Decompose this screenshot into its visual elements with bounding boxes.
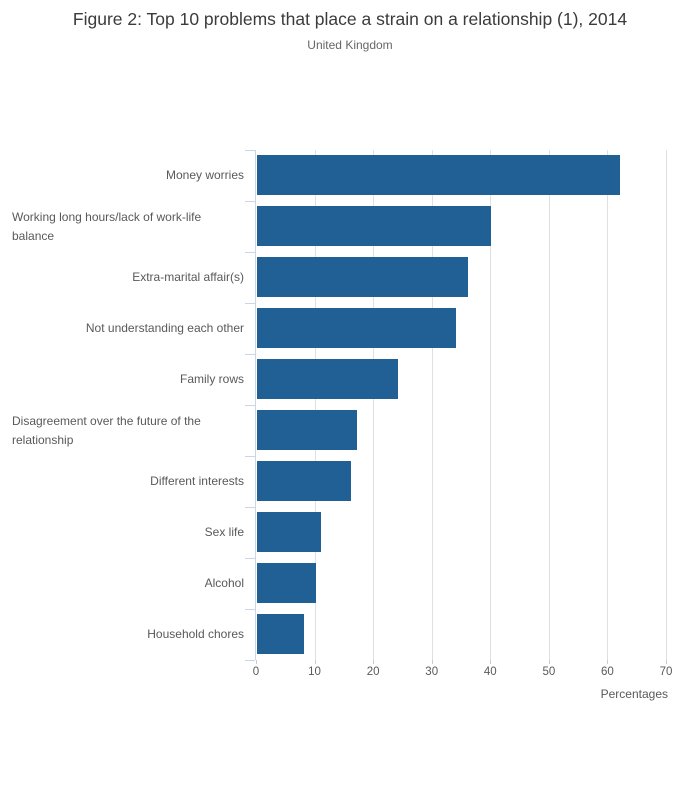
x-tick-label: 70 (659, 666, 673, 678)
gridline (314, 150, 316, 660)
bar-row: Disagreement over the future of the rela… (12, 405, 666, 456)
bar-row: Alcohol (205, 558, 666, 609)
x-axis-tick (490, 660, 492, 664)
category-label: Different interests (150, 474, 244, 489)
category-label: Extra-marital affair(s) (132, 270, 244, 285)
bar-row: Working long hours/lack of work-life bal… (12, 201, 666, 252)
x-axis-tick (666, 660, 667, 664)
chart-subtitle: United Kingdom (307, 38, 393, 52)
gridline (607, 150, 609, 660)
gridline (373, 150, 375, 660)
x-axis-title: Percentages (600, 687, 668, 701)
bar-row: Not understanding each other (86, 303, 666, 354)
x-axis-tick (548, 660, 550, 664)
category-label: Household chores (147, 627, 244, 642)
category-label: Working long hours/lack of work-life bal… (12, 209, 202, 243)
gridline (490, 150, 492, 660)
x-axis-tick (256, 660, 257, 664)
y-axis-tick (245, 303, 255, 304)
x-tick-label: 20 (366, 666, 380, 678)
y-axis-tick (245, 507, 255, 508)
x-axis-tick (607, 660, 609, 664)
bar-row: Household chores (147, 609, 666, 660)
plot-area: Percentages 0 10 20 30 40 50 60 70 Money worries… (12, 150, 672, 701)
category-label: Not understanding each other (85, 321, 244, 336)
bar-row: Money worries (166, 150, 666, 201)
x-tick-label: 10 (308, 666, 321, 678)
bar[interactable] (257, 206, 492, 246)
y-axis-tick (245, 150, 255, 151)
y-axis-tick (245, 456, 255, 457)
x-tick-label: 60 (601, 666, 614, 678)
x-tick-label: 40 (483, 666, 497, 678)
category-label: Sex life (204, 525, 244, 540)
x-axis-tick (373, 660, 375, 664)
y-axis-tick (245, 405, 255, 406)
bar-row: Family rows (180, 354, 666, 405)
bar[interactable] (257, 614, 304, 654)
y-axis-tick (245, 660, 255, 661)
gridline (548, 150, 550, 660)
bar-row: Extra-marital affair(s) (132, 252, 666, 303)
bar[interactable] (257, 308, 457, 348)
bar[interactable] (257, 563, 316, 603)
y-axis-line (255, 150, 256, 660)
x-axis-tick (431, 660, 433, 664)
chart-title: Figure 2: Top 10 problems that place a s… (72, 9, 628, 29)
x-axis-tick (314, 660, 316, 664)
bar[interactable] (257, 410, 357, 450)
y-axis-tick (245, 609, 255, 610)
gridline (431, 150, 433, 660)
y-axis-tick (245, 558, 255, 559)
y-axis-tick (245, 201, 255, 202)
bar-row: Different interests (150, 456, 666, 507)
bar[interactable] (257, 359, 398, 399)
y-axis-tick (245, 354, 255, 355)
category-label: Money worries (165, 168, 244, 183)
bar[interactable] (257, 461, 351, 501)
x-tick-label: 0 (252, 666, 260, 678)
x-tick-label: 50 (542, 666, 556, 678)
bar[interactable] (257, 512, 322, 552)
category-label: Disagreement over the future of the rela… (12, 413, 201, 447)
bar[interactable] (257, 257, 468, 297)
gridline (666, 150, 667, 660)
y-axis-tick (245, 252, 255, 253)
bar-row: Sex life (205, 507, 666, 558)
category-label: Alcohol (204, 576, 244, 591)
category-label: Family rows (179, 372, 244, 387)
bar[interactable] (257, 155, 621, 195)
x-tick-label: 30 (425, 666, 439, 678)
